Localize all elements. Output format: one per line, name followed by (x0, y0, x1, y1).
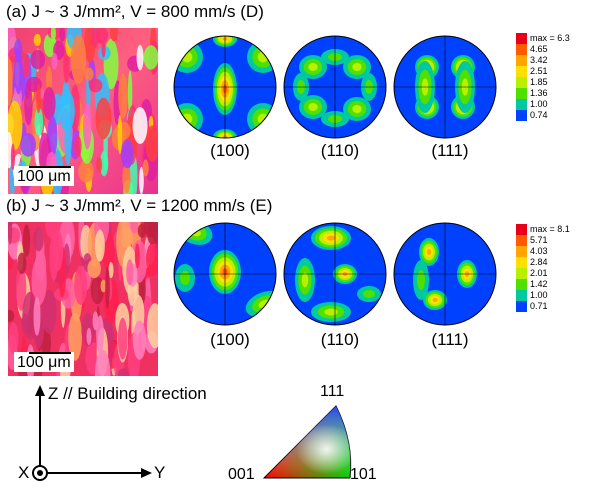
panel-a-legend-value: 3.42 (530, 55, 548, 65)
panel-b-legend-value: 5.71 (530, 235, 548, 245)
ipf-label-111: 111 (320, 383, 345, 400)
pole-figures-b (173, 222, 497, 326)
pole-label-a-110: (110) (320, 141, 360, 160)
panel-a-legend-swatch (516, 44, 527, 55)
pole-label-a-111: (111) (431, 141, 469, 160)
a-pole-outline (173, 35, 277, 139)
panel-b-legend-value: 1.00 (530, 290, 548, 300)
pole-figures-a (173, 35, 497, 139)
ebsd-map-a (8, 28, 158, 194)
panel-a-legend-value: 1.36 (530, 88, 548, 98)
panel-b-legend-swatch (516, 246, 527, 257)
panel-a-legend-swatch (516, 66, 527, 77)
panel-a-title: (a) J ~ 3 J/mm², V = 800 mm/s (D) (6, 2, 264, 21)
panel-b-legend-value: 2.84 (530, 257, 548, 267)
panel-b-title: (b) J ~ 3 J/mm², V = 1200 mm/s (E) (6, 196, 273, 215)
panel-a-legend-swatch (516, 110, 527, 121)
b-pole-outline (283, 222, 387, 326)
coordinate-axes (32, 385, 152, 481)
y-axis-label: Y (154, 463, 166, 482)
panel-a-legend-swatch (516, 77, 527, 88)
panel-b-legend-swatch (516, 257, 527, 268)
scale-bar-a: 100 μm (14, 166, 74, 186)
legend-b: max = 8.1 5.71 4.03 2.84 2.01 1.42 1.00 0.71 (516, 224, 596, 324)
y-axis-arrow (141, 468, 152, 478)
panel-a-legend-max: max = 6.3 (530, 33, 570, 43)
panel-b-legend-value: 0.71 (530, 301, 548, 311)
z-axis-arrow (35, 385, 45, 396)
scale-bar-b: 100 μm (14, 352, 74, 372)
pole-label-a-100: (100) (210, 141, 250, 160)
panel-b-legend-swatch (516, 224, 527, 235)
pole-label-b-110: (110) (320, 330, 360, 349)
panel-a-legend-swatch (516, 88, 527, 99)
scale-bar-a-label: 100 μm (17, 168, 71, 185)
panel-a-legend-swatch (516, 55, 527, 66)
x-axis-dot (37, 470, 43, 476)
panel-a-legend-value: 1.00 (530, 99, 548, 109)
b-pole-outline (393, 222, 497, 326)
panel-a-legend-value: 0.74 (530, 110, 548, 120)
a-pole-outline (393, 35, 497, 139)
panel-a-legend-value: 2.51 (530, 66, 548, 76)
pole-label-b-111: (111) (431, 330, 469, 349)
panel-b-legend-swatch (516, 301, 527, 312)
scale-bar-line (29, 352, 71, 354)
x-axis-label: X (18, 463, 30, 482)
panel-a-legend-value: 1.85 (530, 77, 548, 87)
pole-label-b-100: (100) (210, 330, 250, 349)
panel-a-legend-swatch (516, 99, 527, 110)
panel-b-legend-swatch (516, 279, 527, 290)
panel-b-legend-swatch (516, 268, 527, 279)
ebsd-map-b (8, 222, 158, 376)
panel-a-legend-value: 4.65 (530, 44, 548, 54)
panel-b-legend-value: 2.01 (530, 268, 548, 278)
panel-b-legend-swatch (516, 290, 527, 301)
ebsd-map-a-image (8, 28, 158, 194)
scale-bar-b-label: 100 μm (17, 354, 71, 371)
b-pole-outline (173, 222, 277, 326)
scale-bar-line (29, 166, 71, 168)
panel-b-legend-max: max = 8.1 (530, 224, 570, 234)
z-axis-label: Z // Building direction (48, 384, 207, 403)
ipf-label-001: 001 (228, 466, 255, 483)
panel-b-legend-swatch (516, 235, 527, 246)
panel-b-legend-value: 4.03 (530, 246, 548, 256)
ebsd-map-b-image (8, 222, 158, 376)
panel-a-legend-swatch (516, 33, 527, 44)
legend-a: max = 6.3 4.65 3.42 2.51 1.85 1.36 1.00 0.74 (516, 33, 596, 133)
b-pole-figure-0 (174, 223, 276, 325)
ipf-triangle (262, 405, 352, 479)
panel-b-legend-value: 1.42 (530, 279, 548, 289)
ipf-label-101: 101 (350, 466, 377, 483)
a-pole-outline (283, 35, 387, 139)
